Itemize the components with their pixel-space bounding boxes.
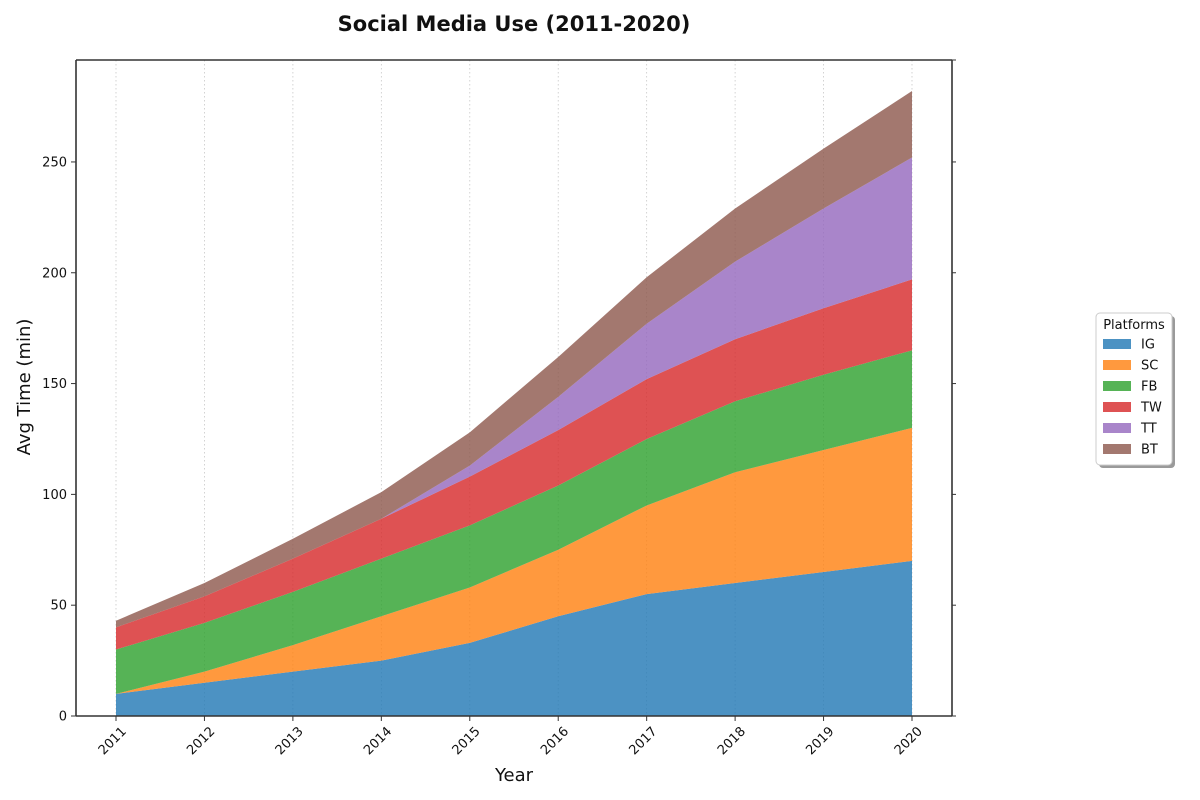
- area-fb: [116, 350, 912, 694]
- legend-swatch-ig: [1103, 339, 1131, 349]
- legend-swatch-sc: [1103, 360, 1131, 370]
- x-axis-label: Year: [494, 765, 534, 786]
- x-tick-label-2018: 2018: [715, 724, 749, 758]
- legend-swatch-bt: [1103, 444, 1131, 454]
- y-tick-label-100: 100: [42, 488, 67, 503]
- x-tick-label-2014: 2014: [361, 724, 395, 758]
- x-tick-label-2013: 2013: [273, 724, 307, 758]
- y-tick-label-200: 200: [42, 266, 67, 281]
- x-tick-label-2015: 2015: [450, 724, 484, 758]
- x-tick-label-2011: 2011: [96, 724, 130, 758]
- legend-swatch-tt: [1103, 423, 1131, 433]
- y-tick-label-150: 150: [42, 377, 67, 392]
- y-tick-label-250: 250: [42, 155, 67, 170]
- x-tick-label-2019: 2019: [803, 724, 837, 758]
- legend-label-tw: TW: [1140, 401, 1162, 416]
- legend-label-tt: TT: [1140, 422, 1157, 437]
- legend-swatch-fb: [1103, 381, 1131, 391]
- chart-title: Social Media Use (2011-2020): [338, 12, 691, 36]
- y-axis-label: Avg Time (min): [14, 319, 35, 456]
- x-tick-label-2016: 2016: [538, 724, 572, 758]
- area-ig: [116, 560, 912, 716]
- area-bt: [116, 91, 912, 628]
- area-sc: [116, 427, 912, 694]
- x-tick-label-2020: 2020: [892, 724, 926, 758]
- legend-label-fb: FB: [1141, 380, 1157, 395]
- legend-label-bt: BT: [1141, 443, 1158, 458]
- area-tw: [116, 279, 912, 650]
- area-tt: [116, 157, 912, 628]
- legend-title: Platforms: [1103, 318, 1165, 333]
- legend: Platforms IG SC FB TW TT BT: [1095, 312, 1175, 468]
- y-tick-label-50: 50: [50, 599, 67, 614]
- stacked-areas: [116, 91, 912, 716]
- legend-label-ig: IG: [1141, 338, 1155, 353]
- legend-label-sc: SC: [1141, 359, 1158, 374]
- x-tick-label-2017: 2017: [626, 724, 660, 758]
- legend-swatch-tw: [1103, 402, 1131, 412]
- y-tick-label-0: 0: [59, 710, 67, 725]
- x-tick-label-2012: 2012: [184, 724, 218, 758]
